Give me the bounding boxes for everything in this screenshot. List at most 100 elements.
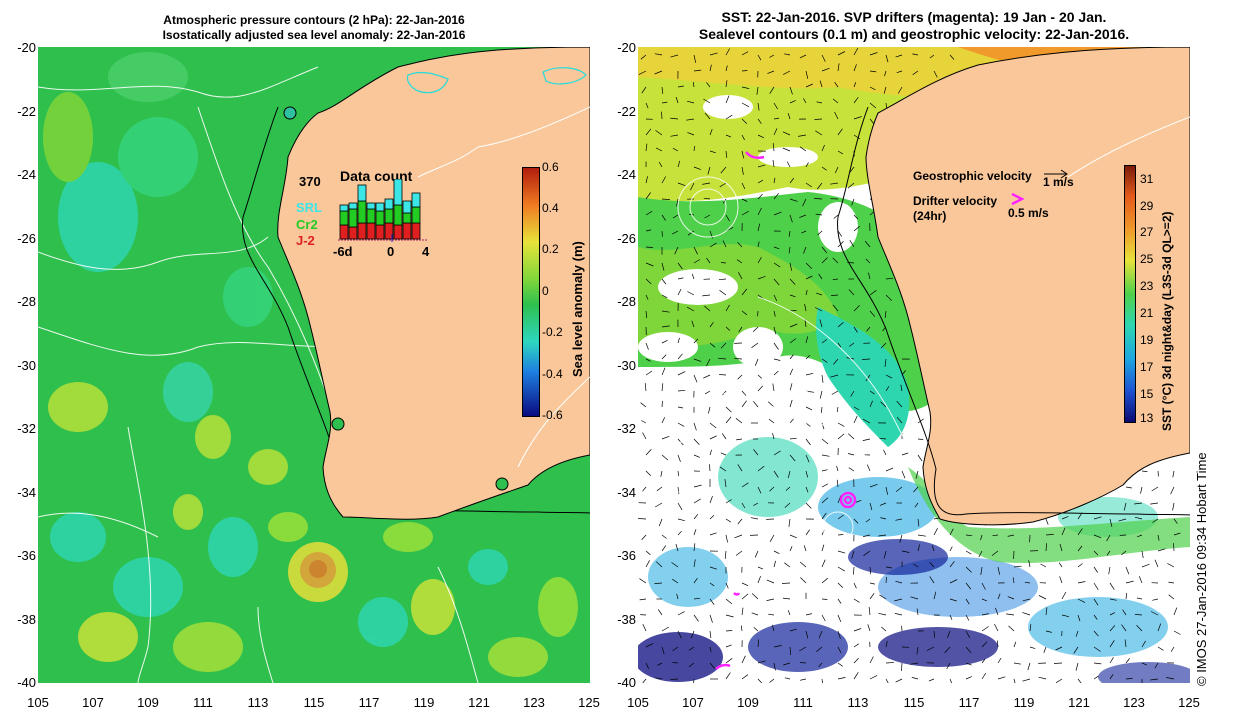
velocity-arrow bbox=[853, 415, 858, 424]
velocity-arrow bbox=[737, 518, 743, 525]
velocity-arrow bbox=[773, 211, 782, 216]
velocity-arrow bbox=[720, 262, 727, 264]
velocity-arrow bbox=[789, 294, 796, 298]
velocity-arrow bbox=[1150, 502, 1159, 505]
velocity-arrow bbox=[709, 52, 718, 56]
velocity-arrow bbox=[752, 326, 759, 333]
velocity-arrow bbox=[773, 193, 779, 200]
lon-tick: 115 bbox=[303, 695, 325, 710]
velocity-arrow bbox=[917, 454, 923, 462]
velocity-arrow bbox=[1061, 591, 1067, 600]
velocity-arrow bbox=[834, 166, 839, 174]
velocity-arrow bbox=[931, 545, 935, 552]
velocity-arrow bbox=[789, 437, 797, 440]
velocity-arrow bbox=[741, 482, 749, 488]
velocity-arrow bbox=[784, 53, 791, 56]
velocity-arrow bbox=[773, 246, 780, 250]
velocity-arrow bbox=[753, 627, 759, 632]
velocity-arrow bbox=[1093, 630, 1099, 637]
velocity-arrow bbox=[917, 534, 926, 537]
velocity-arrow bbox=[885, 277, 894, 280]
velocity-arrow bbox=[693, 69, 702, 72]
velocity-arrow bbox=[869, 582, 876, 585]
velocity-arrow bbox=[661, 383, 664, 392]
velocity-arrow bbox=[949, 561, 955, 568]
velocity-arrow bbox=[837, 550, 846, 554]
lon-tick: 109 bbox=[137, 695, 159, 710]
velocity-arrow bbox=[821, 422, 825, 430]
velocity-arrow bbox=[862, 418, 871, 424]
velocity-arrow bbox=[789, 310, 797, 312]
velocity-arrow bbox=[1167, 563, 1175, 568]
velocity-arrow bbox=[885, 566, 893, 569]
velocity-arrow bbox=[720, 452, 727, 456]
velocity-arrow bbox=[817, 182, 823, 190]
velocity-arrow bbox=[1157, 534, 1160, 541]
velocity-arrow bbox=[895, 486, 903, 492]
velocity-arrow bbox=[997, 566, 1001, 575]
velocity-arrow bbox=[655, 502, 663, 508]
velocity-arrow bbox=[677, 422, 685, 427]
velocity-arrow bbox=[1125, 566, 1130, 575]
velocity-arrow bbox=[757, 223, 761, 232]
velocity-arrow bbox=[878, 534, 887, 537]
velocity-arrow bbox=[725, 672, 731, 680]
inset-axis-label-zero: 0 bbox=[387, 244, 395, 259]
velocity-arrow bbox=[816, 292, 823, 296]
velocity-arrow bbox=[1055, 678, 1063, 683]
velocity-arrow bbox=[866, 326, 871, 332]
velocity-arrow bbox=[676, 198, 679, 207]
velocity-arrow bbox=[1045, 534, 1054, 536]
drifter-velocity-sublabel: (24hr) bbox=[913, 209, 947, 223]
velocity-arrow bbox=[933, 528, 938, 536]
velocity-arrow bbox=[805, 70, 809, 79]
velocity-arrow bbox=[1109, 582, 1115, 590]
velocity-arrow bbox=[819, 319, 823, 328]
velocity-arrow bbox=[837, 63, 840, 72]
velocity-arrow bbox=[757, 179, 764, 184]
velocity-arrow bbox=[661, 176, 667, 184]
sla-tick-1: 0.4 bbox=[542, 201, 559, 215]
velocity-arrow bbox=[885, 640, 888, 648]
velocity-arrow bbox=[1013, 662, 1021, 665]
velocity-arrow bbox=[725, 534, 728, 543]
velocity-arrow bbox=[853, 628, 862, 632]
velocity-arrow bbox=[1059, 543, 1063, 552]
velocity-arrow bbox=[803, 545, 807, 552]
velocity-arrow bbox=[1075, 662, 1079, 671]
velocity-arrow bbox=[688, 662, 695, 668]
velocity-arrow bbox=[709, 646, 712, 652]
velocity-arrow bbox=[672, 147, 679, 152]
velocity-arrow bbox=[980, 566, 983, 575]
velocity-arrow bbox=[1136, 597, 1143, 600]
velocity-arrow bbox=[709, 614, 713, 623]
velocity-arrow bbox=[693, 513, 699, 520]
drifter-velocity-arrow-icon bbox=[1011, 192, 1024, 206]
velocity-arrow bbox=[830, 374, 839, 378]
velocity-arrow bbox=[981, 598, 988, 602]
velocity-arrow bbox=[693, 543, 696, 552]
lat-tick: -38 bbox=[17, 612, 36, 627]
velocity-arrow bbox=[709, 532, 717, 536]
velocity-arrow bbox=[883, 449, 887, 456]
velocity-arrow bbox=[821, 512, 827, 520]
velocity-arrow bbox=[837, 598, 842, 604]
velocity-arrow bbox=[805, 529, 810, 536]
velocity-arrow bbox=[799, 146, 807, 152]
velocity-arrow bbox=[912, 53, 919, 56]
velocity-arrow bbox=[900, 384, 903, 392]
velocity-arrow bbox=[645, 448, 652, 456]
velocity-arrow bbox=[750, 517, 759, 520]
velocity-arrow bbox=[789, 546, 793, 552]
velocity-arrow bbox=[757, 164, 766, 168]
velocity-arrow bbox=[725, 304, 730, 312]
velocity-arrow bbox=[789, 100, 796, 104]
velocity-arrow bbox=[869, 290, 877, 296]
velocity-arrow bbox=[821, 598, 828, 600]
velocity-arrow bbox=[757, 134, 765, 139]
velocity-arrow bbox=[661, 262, 665, 271]
velocity-arrow bbox=[805, 406, 813, 411]
velocity-arrow bbox=[836, 406, 839, 413]
velocity-arrow bbox=[818, 273, 823, 280]
velocity-arrow bbox=[738, 326, 743, 333]
